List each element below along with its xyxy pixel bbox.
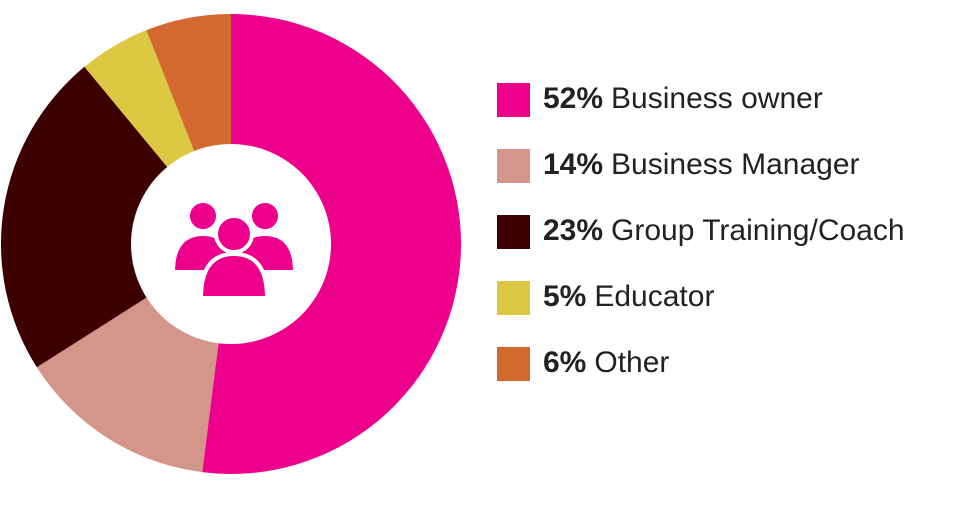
legend-name: Group Training/Coach (611, 214, 905, 247)
legend-label: 5% Educator (543, 280, 714, 313)
slice (202, 14, 461, 474)
legend-name: Business Manager (611, 148, 859, 181)
slice (146, 14, 231, 152)
legend-value: 5% (543, 280, 586, 313)
legend-swatch (497, 347, 530, 381)
legend-label: 6% Other (543, 346, 669, 379)
legend-label: 14% Business Manager (543, 148, 860, 181)
legend-swatch (497, 149, 530, 183)
legend-swatch (497, 215, 530, 249)
slice (36, 297, 219, 473)
slice (1, 66, 168, 368)
legend-name: Other (594, 346, 669, 379)
legend-swatch (497, 83, 530, 117)
legend-value: 52% (543, 82, 603, 115)
people-icon (170, 199, 298, 300)
legend-name: Educator (594, 280, 714, 313)
legend-value: 23% (543, 214, 603, 247)
legend-swatch (497, 281, 530, 315)
donut (1, 14, 461, 474)
legend-name: Business owner (611, 82, 823, 115)
legend-label: 23% Group Training/Coach (543, 214, 905, 247)
legend-value: 6% (543, 346, 586, 379)
legend-value: 14% (543, 148, 603, 181)
slice (84, 30, 195, 168)
legend-label: 52% Business owner (543, 82, 823, 115)
